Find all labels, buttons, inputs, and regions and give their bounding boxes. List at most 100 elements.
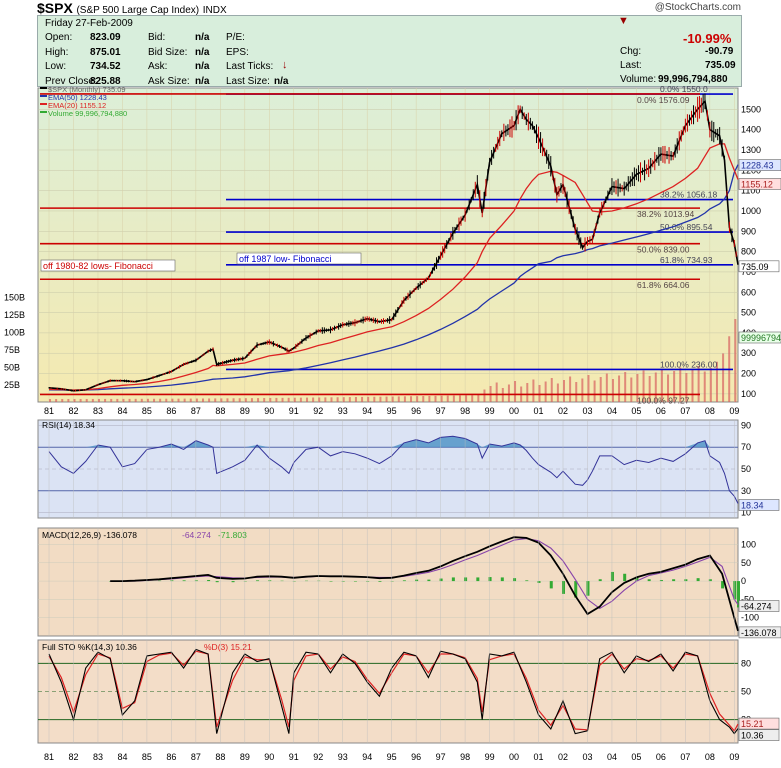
macd-hist-bar [721, 581, 725, 589]
volume-bar [104, 398, 107, 402]
macd-legend-entry: -71.803 [218, 530, 247, 540]
bottom-x-tick: 01 [534, 752, 544, 762]
last-price-box: 735.09 [741, 262, 769, 272]
bottom-x-tick: 08 [705, 752, 715, 762]
macd-hist-bar [598, 579, 602, 582]
quote-value-3: 825.88 [90, 75, 121, 87]
ema20-line [48, 143, 739, 391]
rsi-value-box: 18.34 [741, 500, 764, 510]
volume-bar [673, 371, 676, 402]
bottom-x-tick: 87 [191, 752, 201, 762]
volume-bar [238, 398, 241, 402]
bottom-x-tick: 09 [729, 752, 739, 762]
price-y-tick: 500 [741, 308, 756, 318]
panel-macd [37, 527, 739, 637]
brand-link[interactable]: @StockCharts.com [654, 2, 741, 13]
volume-bar [434, 395, 437, 402]
bottom-x-tick: 97 [436, 752, 446, 762]
volume-bar [275, 397, 278, 402]
volume-bar [348, 397, 351, 402]
macd-hist-bar [439, 578, 443, 582]
price-x-tick: 86 [166, 406, 176, 416]
quote-value-4: n/a [195, 32, 210, 43]
fib-blue-label: 61.8% 734.93 [660, 255, 713, 265]
quote-value-2: 734.52 [90, 61, 121, 72]
volume-bar [471, 395, 474, 402]
volume-bar [410, 396, 413, 402]
sto-legend-k: Full STO %K(14,3) 10.36 [42, 642, 137, 652]
price-x-tick: 07 [680, 406, 690, 416]
volume-bar [563, 380, 565, 402]
price-x-tick: 85 [142, 406, 152, 416]
volume-bar [477, 395, 480, 402]
volume-bar [330, 397, 333, 402]
macd-hist-bar [488, 577, 492, 582]
volume-bar [636, 374, 639, 402]
ema50-price-box: 1228.43 [741, 161, 774, 171]
macd-hist-bar [268, 580, 272, 582]
price-y-tick: 600 [741, 287, 756, 297]
volume-bar [526, 383, 529, 402]
legend-swatch [40, 111, 47, 113]
price-y-tick: 1300 [741, 145, 761, 155]
volume-bar [67, 398, 70, 402]
volume-bar [220, 398, 223, 402]
bottom-x-tick: 88 [215, 752, 225, 762]
bottom-x-tick: 84 [117, 752, 127, 762]
volume-bar [214, 398, 217, 402]
volume-y-tick: 50B [4, 363, 20, 373]
bottom-x-tick: 06 [656, 752, 666, 762]
macd-hist-bar [513, 578, 517, 582]
volume-bar [465, 395, 468, 402]
sto-d-box: 15.21 [741, 719, 764, 729]
volume-bar [605, 373, 608, 402]
volume-bar [667, 374, 670, 402]
macd-hist-bar [500, 577, 504, 582]
last-price-box-bg [738, 260, 780, 273]
volume-bar [201, 398, 204, 402]
bottom-x-tick: 89 [240, 752, 250, 762]
legend-swatch [40, 87, 47, 89]
price-x-tick: 87 [191, 406, 201, 416]
macd-hist-bar [672, 579, 676, 582]
price-legend-entry: EMA(50) 1228.43 [48, 93, 107, 102]
quote-date: Friday 27-Feb-2009 [45, 18, 133, 29]
quote-label-10: Last Ticks: [226, 61, 274, 72]
sto-k-box: 10.36 [741, 731, 764, 741]
volume-bar [128, 398, 131, 402]
volume-bar [85, 398, 88, 402]
volume-y-tick: 25B [4, 380, 20, 390]
sto-y-tick: 80 [741, 658, 751, 668]
fib1987-annotation-bg [236, 252, 362, 265]
volume-price-box: 99996794 [741, 333, 781, 343]
legend-swatch [40, 95, 47, 97]
rsi-value-box-bg [738, 499, 780, 511]
volume-bar [116, 398, 119, 402]
quote-value-1: 875.01 [90, 46, 121, 58]
macd-hist-bar [574, 581, 578, 598]
volume-bar [342, 397, 345, 402]
volume-bar [373, 396, 376, 402]
volume-bar [257, 398, 260, 402]
volume-value: 99,996,794,880 [658, 74, 728, 85]
volume-bar [648, 376, 651, 402]
volume-bar [624, 372, 627, 402]
bottom-x-tick: 85 [142, 752, 152, 762]
price-y-tick: 800 [741, 247, 756, 257]
price-x-tick: 08 [705, 406, 715, 416]
quote-label-4: Bid: [148, 32, 166, 43]
quote-label-6: Ask: [148, 61, 168, 72]
macd-hist-bar [215, 581, 219, 583]
symbol: $SPX [37, 0, 73, 16]
price-x-tick: 97 [436, 406, 446, 416]
bottom-x-tick: 07 [680, 752, 690, 762]
chart-title: $SPX (S&P 500 Large Cap Index) INDX [37, 0, 227, 16]
bottom-x-tick: 99 [485, 752, 495, 762]
macd-hist-bar [415, 579, 419, 582]
volume-bar [171, 398, 174, 402]
volume-bar [514, 381, 517, 402]
macd-hist-bar [464, 577, 468, 582]
volume-bar [691, 369, 694, 402]
volume-bar [611, 379, 614, 402]
price-legend-entry: Volume 99,996,794,880 [48, 109, 127, 118]
